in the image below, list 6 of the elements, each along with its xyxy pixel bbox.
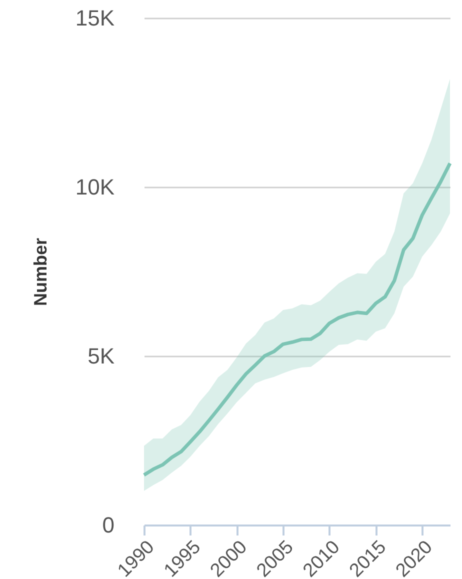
y-tick-label: 10K <box>75 174 115 200</box>
y-tick-label: 0 <box>102 512 114 538</box>
y-tick-label: 5K <box>88 344 115 368</box>
line-series <box>142 162 452 477</box>
y-tick-label: 15K <box>75 6 115 30</box>
y-axis-title: Number <box>30 238 50 306</box>
